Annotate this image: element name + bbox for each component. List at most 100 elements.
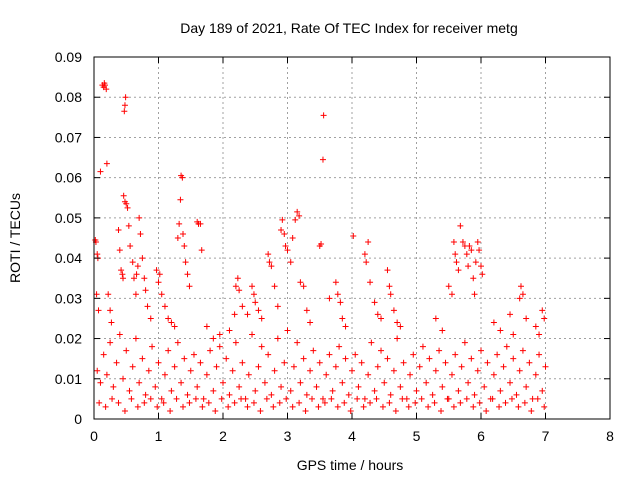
data-point (232, 339, 239, 346)
data-point (168, 319, 175, 326)
data-point (258, 315, 265, 322)
data-point (249, 283, 256, 290)
data-point (234, 275, 241, 282)
data-point (349, 367, 355, 374)
data-point (110, 383, 117, 390)
data-point (268, 391, 275, 398)
data-point (197, 220, 204, 227)
data-point (358, 359, 365, 366)
data-point (141, 399, 148, 406)
y-tick-label: 0.01 (55, 371, 82, 387)
data-point (463, 395, 470, 402)
data-point (508, 395, 515, 402)
data-point (478, 263, 484, 270)
data-point (374, 363, 381, 370)
data-point (355, 383, 362, 390)
data-point (158, 395, 165, 402)
data-point (479, 271, 486, 278)
data-point (271, 283, 278, 290)
data-point (419, 343, 426, 350)
data-point (232, 283, 239, 290)
data-point (231, 399, 238, 406)
data-point (516, 367, 523, 374)
data-point (198, 247, 205, 254)
data-point (476, 247, 483, 254)
data-point (118, 267, 125, 274)
data-point (390, 307, 397, 314)
data-point (328, 395, 335, 402)
data-point (171, 363, 178, 370)
x-tick-label: 8 (606, 428, 614, 444)
data-point (392, 407, 399, 414)
data-point (192, 395, 199, 402)
data-point (223, 355, 230, 362)
data-point (296, 399, 303, 406)
data-point (103, 160, 110, 167)
data-point (371, 387, 378, 394)
data-point (205, 399, 212, 406)
data-point (455, 387, 462, 394)
x-tick-label: 0 (90, 428, 98, 444)
data-point (339, 315, 346, 322)
data-point (182, 259, 189, 266)
data-point (336, 343, 343, 350)
data-point (418, 395, 425, 402)
data-point (144, 303, 151, 310)
data-point (539, 307, 546, 314)
data-point (176, 220, 183, 227)
data-point (229, 367, 236, 374)
data-point (107, 307, 114, 314)
data-point (97, 379, 104, 386)
data-point (439, 383, 446, 390)
data-point (494, 351, 501, 358)
data-point (123, 347, 130, 354)
data-point (226, 327, 233, 334)
data-point (452, 251, 459, 258)
data-point (155, 279, 162, 286)
data-point (436, 347, 443, 354)
data-point (101, 82, 108, 89)
data-point (220, 379, 226, 386)
data-point (313, 383, 320, 390)
data-point (132, 291, 139, 298)
data-point (284, 247, 291, 254)
data-point (302, 407, 309, 414)
data-point (516, 295, 523, 302)
data-point (438, 407, 445, 414)
data-point (145, 367, 152, 374)
data-point (455, 267, 462, 274)
data-point (142, 287, 149, 294)
data-point (386, 283, 393, 290)
data-point (310, 347, 317, 354)
data-point (258, 343, 265, 350)
data-point (510, 331, 517, 338)
data-point (459, 239, 466, 246)
data-point (507, 379, 514, 386)
data-point (334, 291, 341, 298)
data-point (532, 371, 539, 378)
data-point (472, 259, 479, 266)
data-point (102, 403, 109, 410)
data-point (297, 279, 304, 286)
data-point (303, 391, 310, 398)
data-point (384, 267, 391, 274)
data-point (481, 383, 488, 390)
data-point (165, 347, 172, 354)
data-point (238, 395, 245, 402)
data-point (294, 208, 301, 215)
data-point (107, 339, 114, 346)
data-point (147, 315, 154, 322)
data-point (239, 359, 246, 366)
data-point (407, 371, 414, 378)
data-point (139, 255, 146, 262)
data-point (541, 403, 548, 410)
data-point (168, 387, 175, 394)
data-point (478, 347, 484, 354)
data-point (120, 375, 127, 382)
data-point (290, 363, 297, 370)
data-point (127, 243, 134, 250)
data-point (332, 363, 339, 370)
data-point (266, 259, 273, 266)
data-point (470, 275, 477, 282)
data-point (255, 307, 262, 314)
